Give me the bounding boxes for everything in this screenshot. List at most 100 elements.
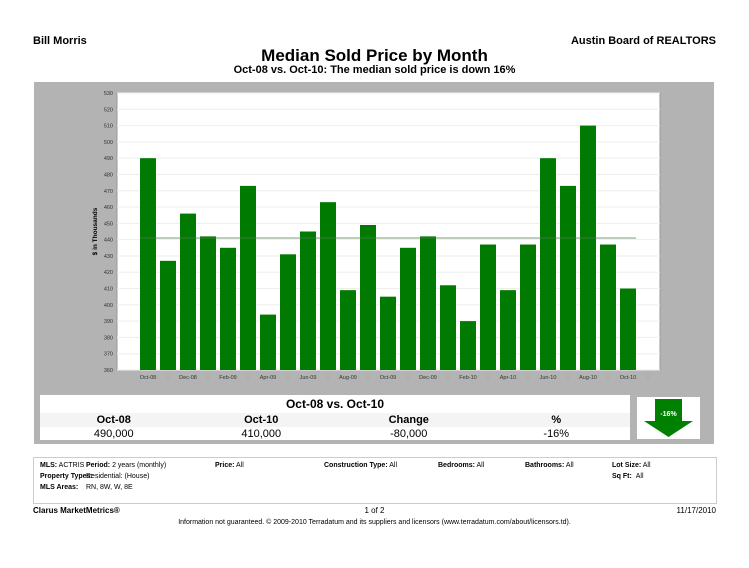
x-tick-label: Apr-09 [260, 375, 277, 381]
page-number: 1 of 2 [364, 506, 385, 515]
mls-value: ACTRIS [58, 462, 85, 469]
label: Sq Ft: [612, 473, 632, 480]
lot-value: All [642, 462, 651, 469]
bar [180, 213, 196, 370]
y-tick-label: 440 [104, 238, 113, 244]
sqft-value: All [635, 473, 644, 480]
bar [360, 224, 376, 370]
x-tick-label: Aug-09 [339, 375, 357, 381]
x-tick-label: Jun-10 [540, 375, 557, 381]
x-tick-label: Oct-08 [140, 375, 157, 381]
y-tick-label: 390 [104, 319, 113, 325]
mls-areas-value: RN, 8W, W, 8E [86, 484, 133, 491]
down-arrow-icon [644, 399, 693, 437]
bar [260, 314, 276, 370]
bar [160, 260, 176, 370]
y-tick-label: 460 [104, 205, 113, 211]
report-date: 11/17/2010 [676, 506, 716, 515]
bathrooms-value: All [565, 462, 574, 469]
bedrooms-value: All [476, 462, 485, 469]
x-tick-label: Apr-10 [500, 375, 517, 381]
y-tick-label: 380 [104, 335, 113, 341]
bar [300, 231, 316, 370]
y-tick-label: 510 [104, 124, 113, 130]
label: Period: [86, 462, 111, 469]
price-value: All [236, 462, 244, 469]
y-tick-label: 410 [104, 287, 113, 293]
x-tick-label: Aug-10 [579, 375, 597, 381]
label: Bedrooms: [438, 462, 475, 469]
construction-value: All [389, 462, 397, 469]
x-tick-label: Jun-09 [300, 375, 317, 381]
bar [500, 290, 516, 370]
bar [540, 158, 556, 370]
bar [560, 185, 576, 370]
criteria-box: MLS: ACTRIS Period: 2 years (monthly) Pr… [33, 457, 717, 504]
x-tick-label: Oct-09 [380, 375, 397, 381]
arrow-label: -16% [660, 411, 677, 418]
change-arrow: -16% [637, 397, 700, 439]
label: Property Types: [40, 473, 93, 480]
stat-value: 410,000 [241, 428, 282, 440]
bar [620, 288, 636, 370]
y-tick-label: 430 [104, 254, 113, 260]
stat-value: -80,000 [390, 428, 428, 440]
bar [380, 296, 396, 370]
bar [220, 247, 236, 370]
bar [460, 321, 476, 370]
col-header: Oct-08 [96, 414, 131, 426]
y-tick-label: 480 [104, 172, 113, 178]
x-tick-label: Oct-10 [620, 375, 637, 381]
y-tick-label: 400 [104, 303, 113, 309]
bar [480, 244, 496, 370]
x-tick-label: Dec-09 [419, 375, 437, 381]
col-header: Oct-10 [244, 414, 279, 426]
x-tick-label: Feb-10 [459, 375, 476, 381]
x-tick-label: Feb-09 [219, 375, 236, 381]
bar [440, 285, 456, 370]
period-value: 2 years (monthly) [112, 462, 167, 469]
bar [520, 244, 536, 370]
board-name: Austin Board of REALTORS [570, 35, 716, 47]
label: Price: [215, 462, 235, 469]
stat-value: 490,000 [93, 428, 134, 440]
y-tick-label: 470 [104, 189, 113, 195]
label: Lot Size: [612, 462, 642, 469]
chart-title: Median Sold Price by Month [261, 46, 488, 65]
bar [200, 236, 216, 370]
comparison-table: Oct-08 vs. Oct-10 Oct-08 Oct-10 Change %… [40, 395, 630, 440]
bar [400, 247, 416, 370]
y-tick-label: 520 [104, 107, 113, 113]
bar [600, 244, 616, 370]
bar [240, 185, 256, 370]
y-tick-label: 500 [104, 140, 113, 146]
bar [140, 158, 156, 370]
y-tick-label: 450 [104, 221, 113, 227]
x-tick-label: Dec-08 [179, 375, 197, 381]
label: Construction Type: [324, 462, 388, 469]
agent-name: Bill Morris [33, 35, 87, 47]
bar [420, 236, 436, 370]
label: MLS Areas: [40, 484, 79, 491]
label: MLS: [40, 462, 58, 469]
brand: Clarus MarketMetrics® [33, 506, 120, 515]
stat-value: -16% [543, 428, 570, 440]
bar [280, 254, 296, 370]
y-axis-label: $ in Thousands [92, 207, 99, 255]
bar [580, 125, 596, 371]
chart-panel: 360 370 380 390 400 410 420 430 440 450 460 470 480 4… [34, 82, 714, 444]
col-header: % [551, 414, 562, 426]
chart-subtitle: Oct-08 vs. Oct-10: The median sold price… [233, 64, 516, 76]
y-tick-label: 490 [104, 156, 113, 162]
label: Bathrooms: [525, 462, 565, 469]
disclaimer: Information not guaranteed. © 2009-2010 … [178, 519, 571, 526]
property-type-value: Residential: (House) [86, 473, 150, 480]
bar [320, 202, 336, 370]
col-header: Change [388, 414, 429, 426]
y-tick-label: 360 [104, 368, 113, 374]
bar-chart: 360 370 380 390 400 410 420 430 440 450 460 470 480 4… [92, 91, 661, 381]
comparison-heading: Oct-08 vs. Oct-10 [285, 397, 385, 411]
bar [340, 290, 356, 370]
y-tick-label: 370 [104, 352, 113, 358]
y-tick-label: 530 [104, 91, 113, 97]
